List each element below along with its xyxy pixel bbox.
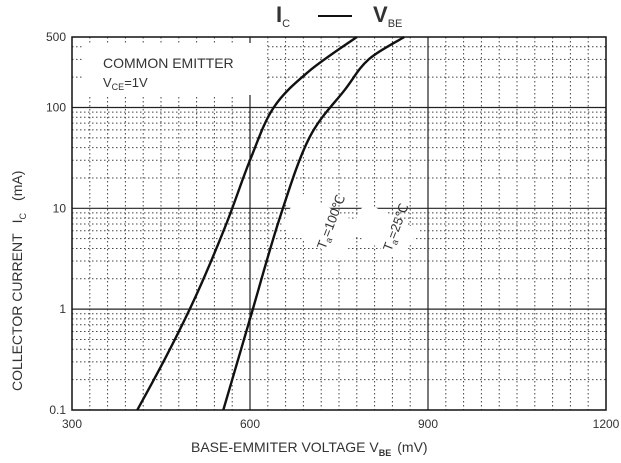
x-tick-label: 300: [62, 417, 82, 431]
x-tick-label: 1200: [593, 417, 620, 431]
series-label-bg-25: [349, 201, 418, 260]
x-tick-label: 600: [240, 417, 260, 431]
annotation-vce-sub: CE: [112, 82, 125, 92]
y-axis-label-sub: C: [18, 212, 28, 219]
annotation-vce-rest: =1V: [124, 75, 148, 90]
x-tick-label: 900: [418, 417, 438, 431]
major-grid: [72, 37, 606, 410]
x-tick-labels: 300 600 900 1200: [62, 417, 620, 431]
title-ic-sub: C: [282, 18, 290, 30]
y-axis-label-symbol: I: [9, 219, 25, 223]
annotation-line1: COMMON EMITTER: [103, 55, 234, 71]
title-vbe-sub: BE: [388, 18, 403, 30]
title-vbe: VBE: [373, 2, 402, 30]
y-tick-label: 0.1: [49, 403, 66, 417]
annotation-vce-main: V: [103, 75, 112, 90]
y-tick-label: 100: [46, 100, 66, 114]
title-ic: IC: [276, 2, 290, 30]
x-axis-label-text: BASE-EMMITER VOLTAGE V: [191, 439, 379, 455]
y-axis-label-unit: (mA): [9, 171, 25, 201]
y-tick-labels: 0.1 1 10 100 500: [46, 30, 66, 417]
title-vbe-main: V: [373, 2, 388, 27]
series-label-ta100-sub: a: [323, 236, 334, 244]
y-tick-label: 1: [59, 302, 66, 316]
curves: [136, 35, 405, 411]
y-axis-label-text: COLLECTOR CURRENT: [9, 233, 25, 391]
chart-title: IC VBE: [276, 2, 402, 30]
curve-ta100: [136, 36, 358, 411]
y-tick-label: 10: [53, 201, 67, 215]
x-axis-label: BASE-EMMITER VOLTAGE VBE (mV): [191, 439, 428, 458]
x-axis-label-unit: (mV): [397, 439, 427, 455]
y-axis-label: COLLECTOR CURRENT IC (mA): [9, 171, 28, 391]
annotation-line2: VCE=1V: [103, 75, 148, 92]
curve-ta25: [222, 35, 405, 411]
series-label-ta25-sub: a: [389, 238, 400, 246]
x-axis-label-sub: BE: [379, 448, 392, 458]
title-ic-main: I: [276, 2, 282, 27]
y-tick-label: 500: [46, 30, 66, 44]
plot-frame: [71, 36, 607, 411]
series-label-bg-100: [280, 191, 361, 260]
annotation-background: [84, 43, 266, 95]
